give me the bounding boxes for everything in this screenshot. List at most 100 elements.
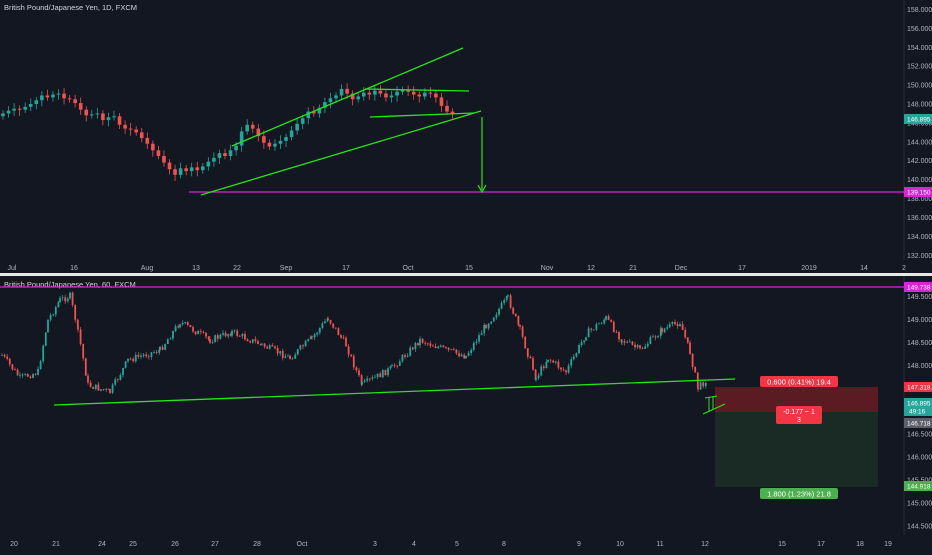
panel-separator[interactable] bbox=[0, 273, 932, 276]
top-candle-body bbox=[178, 168, 183, 175]
bottom-candle-body bbox=[458, 353, 460, 357]
bottom-candle-body bbox=[649, 337, 652, 344]
bottom-panel-title: British Pound/Japanese Yen, 60, FXCM bbox=[4, 280, 136, 289]
bottom-candle-body bbox=[181, 322, 184, 325]
bottom-x-tick-label: 24 bbox=[98, 541, 106, 548]
bottom-candle-body bbox=[600, 323, 603, 325]
top-candle-body bbox=[423, 92, 427, 97]
bottom-flag-lower-line[interactable] bbox=[702, 403, 726, 415]
bottom-candle-body bbox=[192, 327, 194, 332]
target-box-text: 1.800 (1.23%) 21.8 bbox=[767, 490, 831, 499]
bottom-candle-body bbox=[276, 348, 279, 354]
top-y-tick-label: 154.000 bbox=[907, 45, 932, 52]
bottom-candle-body bbox=[111, 384, 114, 393]
top-candle-body bbox=[201, 166, 205, 171]
bottom-x-tick-label: 19 bbox=[884, 541, 892, 548]
bottom-y-tick-label: 145.500 bbox=[907, 477, 932, 484]
bottom-candle-body bbox=[674, 322, 676, 325]
bottom-support-tag: 149.738 bbox=[904, 282, 932, 292]
bottom-candle-body bbox=[229, 333, 232, 336]
bottom-candle-body bbox=[44, 332, 47, 346]
bottom-candle-body bbox=[227, 333, 230, 337]
bottom-candle-body bbox=[393, 365, 396, 366]
top-candle-body bbox=[378, 90, 383, 94]
bottom-candle-body bbox=[107, 388, 110, 390]
top-y-tick-label: 132.000 bbox=[907, 253, 932, 260]
bottom-candle-body bbox=[155, 352, 158, 354]
bottom-panel[interactable]: British Pound/Japanese Yen, 60, FXCM 149… bbox=[0, 276, 932, 548]
bottom-trendline[interactable] bbox=[53, 378, 736, 406]
top-time-axis[interactable]: Jul 16 Aug 13 22 Sep 17 Oct 15 Nov 12 21 Dec 17 2019 14… bbox=[8, 265, 907, 272]
bottom-candle-body bbox=[316, 332, 319, 335]
bottom-candle-body bbox=[166, 339, 169, 344]
top-channel-lower-line[interactable] bbox=[200, 110, 482, 196]
bottom-candle-body bbox=[214, 335, 217, 343]
bottom-candle-body bbox=[296, 349, 299, 355]
bottom-candle-body bbox=[116, 379, 119, 381]
bottom-candle-body bbox=[259, 344, 262, 345]
bottom-candle-body bbox=[161, 346, 164, 350]
take-profit-zone[interactable] bbox=[715, 412, 878, 487]
bottom-candle-body bbox=[241, 333, 244, 337]
bottom-candle-body bbox=[145, 354, 148, 357]
top-candle-body bbox=[128, 128, 133, 130]
bottom-candle-body bbox=[694, 366, 697, 373]
top-candle-body bbox=[400, 89, 405, 92]
bottom-candle-body bbox=[540, 366, 543, 376]
top-candle-body bbox=[62, 93, 66, 99]
bottom-candle-body bbox=[150, 352, 153, 357]
bottom-candle-body bbox=[368, 378, 371, 380]
bottom-candle-body bbox=[537, 375, 540, 379]
bottom-candle-body bbox=[607, 316, 610, 320]
bottom-time-axis[interactable]: 20 21 24 25 26 27 28 Oct 3 4 5 8 9 10 11 12 15 17 18 19 bbox=[10, 541, 892, 548]
top-x-tick-label: 17 bbox=[738, 265, 746, 272]
bottom-candle-body bbox=[231, 330, 233, 336]
bottom-candle-body bbox=[557, 361, 560, 368]
bottom-candle-body bbox=[583, 340, 586, 343]
top-x-tick-label: 2 bbox=[902, 265, 906, 272]
top-candle-body bbox=[417, 94, 422, 97]
bottom-x-tick-label: 10 bbox=[616, 541, 624, 548]
bottom-candle-body bbox=[485, 324, 487, 329]
bottom-candle-body bbox=[495, 314, 498, 318]
bottom-candle-body bbox=[177, 326, 180, 328]
bottom-candle-body bbox=[549, 359, 552, 361]
top-x-tick-label: Jul bbox=[8, 265, 17, 272]
top-flag-lower-line[interactable] bbox=[369, 112, 475, 118]
bottom-candle-body bbox=[697, 387, 699, 390]
bottom-candle-body bbox=[1, 354, 3, 356]
top-candle-body bbox=[317, 107, 322, 114]
bottom-candle-body bbox=[82, 343, 85, 359]
bottom-candle-body bbox=[268, 345, 271, 349]
bottom-candle-body bbox=[59, 298, 61, 303]
bottom-candle-body bbox=[689, 342, 691, 354]
bottom-candle-body bbox=[514, 313, 517, 317]
stop-box-label[interactable]: 0.600 (0.41%) 19.4 bbox=[760, 376, 838, 387]
top-candle-body bbox=[373, 90, 377, 95]
top-candle-body bbox=[112, 116, 116, 118]
bottom-candle-body bbox=[42, 345, 45, 362]
top-y-tick-label: 156.000 bbox=[907, 26, 932, 33]
bottom-candle-body bbox=[329, 319, 332, 324]
bottom-candle-body bbox=[337, 328, 340, 336]
bottom-candle-body bbox=[249, 341, 252, 343]
bottom-x-tick-label: 8 bbox=[502, 541, 506, 548]
bottom-candle-body bbox=[263, 343, 266, 347]
bottom-candle-body bbox=[3, 354, 6, 357]
bottom-candle-body bbox=[472, 342, 475, 350]
bottom-x-tick-label: 26 bbox=[171, 541, 179, 548]
top-candle-body bbox=[123, 124, 127, 129]
bottom-candle-body bbox=[26, 374, 29, 377]
top-channel-upper-line[interactable] bbox=[231, 47, 464, 147]
bottom-x-tick-label: 25 bbox=[129, 541, 137, 548]
top-candle-body bbox=[145, 138, 150, 144]
top-candle-body bbox=[306, 111, 311, 119]
ratio-box-label[interactable]: -0.177 ~ 1 3 bbox=[776, 406, 822, 424]
bottom-candle-body bbox=[432, 345, 434, 347]
target-box-label[interactable]: 1.800 (1.23%) 21.8 bbox=[760, 488, 838, 499]
top-flag-upper-line[interactable] bbox=[364, 88, 470, 92]
bottom-flag-upper-line[interactable] bbox=[704, 395, 718, 399]
top-panel[interactable]: British Pound/Japanese Yen, 1D, FXCM 158… bbox=[1, 0, 932, 272]
